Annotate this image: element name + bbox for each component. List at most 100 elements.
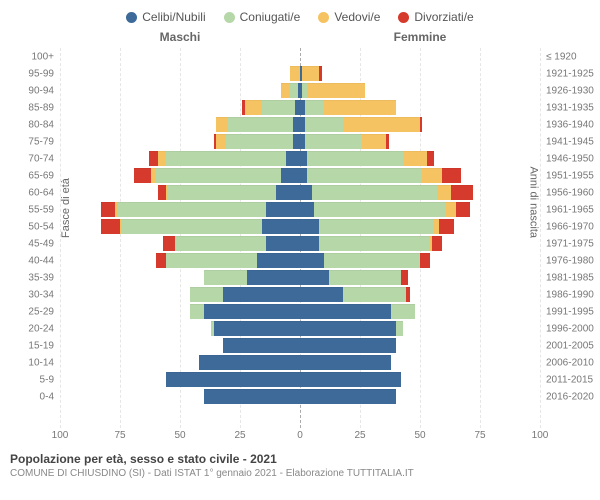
age-label: 65-69 xyxy=(14,170,54,181)
age-label: 20-24 xyxy=(14,323,54,334)
birth-year-label: 1936-1940 xyxy=(546,119,600,130)
male-half xyxy=(60,339,300,353)
birth-year-label: 2001-2005 xyxy=(546,340,600,351)
age-row: 10-142006-2010 xyxy=(60,354,540,371)
male-half xyxy=(60,118,300,132)
chart-title: Popolazione per età, sesso e stato civil… xyxy=(10,452,590,466)
age-label: 75-79 xyxy=(14,136,54,147)
legend-label: Divorziati/e xyxy=(414,10,473,24)
birth-year-label: 1981-1985 xyxy=(546,272,600,283)
birth-year-label: 1976-1980 xyxy=(546,255,600,266)
legend-label: Vedovi/e xyxy=(334,10,380,24)
legend-swatch xyxy=(318,12,329,23)
age-row: 70-741946-1950 xyxy=(60,150,540,167)
female-half xyxy=(300,186,540,200)
age-label: 70-74 xyxy=(14,153,54,164)
male-half xyxy=(60,203,300,217)
legend-item: Celibi/Nubili xyxy=(126,10,205,24)
male-half xyxy=(60,186,300,200)
male-half xyxy=(60,237,300,251)
female-half xyxy=(300,305,540,319)
birth-year-label: 1961-1965 xyxy=(546,204,600,215)
pyramid-chart: Fasce di età Anni di nascita 100+≤ 19209… xyxy=(60,48,540,428)
x-tick: 50 xyxy=(174,430,185,441)
age-row: 0-42016-2020 xyxy=(60,388,540,405)
female-half xyxy=(300,169,540,183)
birth-year-label: 1931-1935 xyxy=(546,102,600,113)
male-half xyxy=(60,390,300,404)
age-row: 65-691951-1955 xyxy=(60,167,540,184)
chart-subtitle: COMUNE DI CHIUSDINO (SI) - Dati ISTAT 1°… xyxy=(10,468,590,479)
male-half xyxy=(60,50,300,64)
birth-year-label: 1946-1950 xyxy=(546,153,600,164)
age-row: 15-192001-2005 xyxy=(60,337,540,354)
legend-label: Celibi/Nubili xyxy=(142,10,205,24)
male-half xyxy=(60,135,300,149)
legend-item: Divorziati/e xyxy=(398,10,473,24)
legend-item: Vedovi/e xyxy=(318,10,380,24)
age-row: 100+≤ 1920 xyxy=(60,48,540,65)
female-half xyxy=(300,135,540,149)
age-row: 85-891931-1935 xyxy=(60,99,540,116)
age-label: 15-19 xyxy=(14,340,54,351)
age-label: 95-99 xyxy=(14,68,54,79)
female-half xyxy=(300,152,540,166)
age-row: 40-441976-1980 xyxy=(60,252,540,269)
age-label: 50-54 xyxy=(14,221,54,232)
male-half xyxy=(60,322,300,336)
female-half xyxy=(300,356,540,370)
legend-swatch xyxy=(398,12,409,23)
age-row: 45-491971-1975 xyxy=(60,235,540,252)
age-row: 90-941926-1930 xyxy=(60,82,540,99)
female-half xyxy=(300,101,540,115)
birth-year-label: 2011-2015 xyxy=(546,374,600,385)
female-half xyxy=(300,220,540,234)
gender-headers: Maschi Femmine xyxy=(0,30,600,44)
female-half xyxy=(300,118,540,132)
age-label: 40-44 xyxy=(14,255,54,266)
age-label: 10-14 xyxy=(14,357,54,368)
age-row: 30-341986-1990 xyxy=(60,286,540,303)
birth-year-label: 1941-1945 xyxy=(546,136,600,147)
legend-swatch xyxy=(126,12,137,23)
age-row: 35-391981-1985 xyxy=(60,269,540,286)
birth-year-label: 1971-1975 xyxy=(546,238,600,249)
female-half xyxy=(300,271,540,285)
male-half xyxy=(60,271,300,285)
age-label: 5-9 xyxy=(14,374,54,385)
x-tick: 0 xyxy=(297,430,303,441)
male-half xyxy=(60,220,300,234)
age-row: 25-291991-1995 xyxy=(60,303,540,320)
x-tick: 75 xyxy=(474,430,485,441)
legend: Celibi/Nubili Coniugati/e Vedovi/e Divorzia… xyxy=(0,0,600,30)
legend-swatch xyxy=(224,12,235,23)
male-half xyxy=(60,373,300,387)
male-half xyxy=(60,254,300,268)
male-half xyxy=(60,84,300,98)
birth-year-label: 1996-2000 xyxy=(546,323,600,334)
male-half xyxy=(60,152,300,166)
age-label: 60-64 xyxy=(14,187,54,198)
birth-year-label: 1986-1990 xyxy=(546,289,600,300)
age-label: 85-89 xyxy=(14,102,54,113)
legend-label: Coniugati/e xyxy=(240,10,301,24)
birth-year-label: 1951-1955 xyxy=(546,170,600,181)
birth-year-label: 1926-1930 xyxy=(546,85,600,96)
female-half xyxy=(300,67,540,81)
female-half xyxy=(300,373,540,387)
male-half xyxy=(60,305,300,319)
birth-year-label: 2006-2010 xyxy=(546,357,600,368)
age-label: 35-39 xyxy=(14,272,54,283)
age-row: 5-92011-2015 xyxy=(60,371,540,388)
female-half xyxy=(300,288,540,302)
female-half xyxy=(300,254,540,268)
x-tick: 50 xyxy=(414,430,425,441)
header-male: Maschi xyxy=(60,30,300,44)
birth-year-label: 1991-1995 xyxy=(546,306,600,317)
birth-year-label: 1921-1925 xyxy=(546,68,600,79)
age-row: 80-841936-1940 xyxy=(60,116,540,133)
age-row: 50-541966-1970 xyxy=(60,218,540,235)
age-row: 95-991921-1925 xyxy=(60,65,540,82)
female-half xyxy=(300,339,540,353)
female-half xyxy=(300,322,540,336)
